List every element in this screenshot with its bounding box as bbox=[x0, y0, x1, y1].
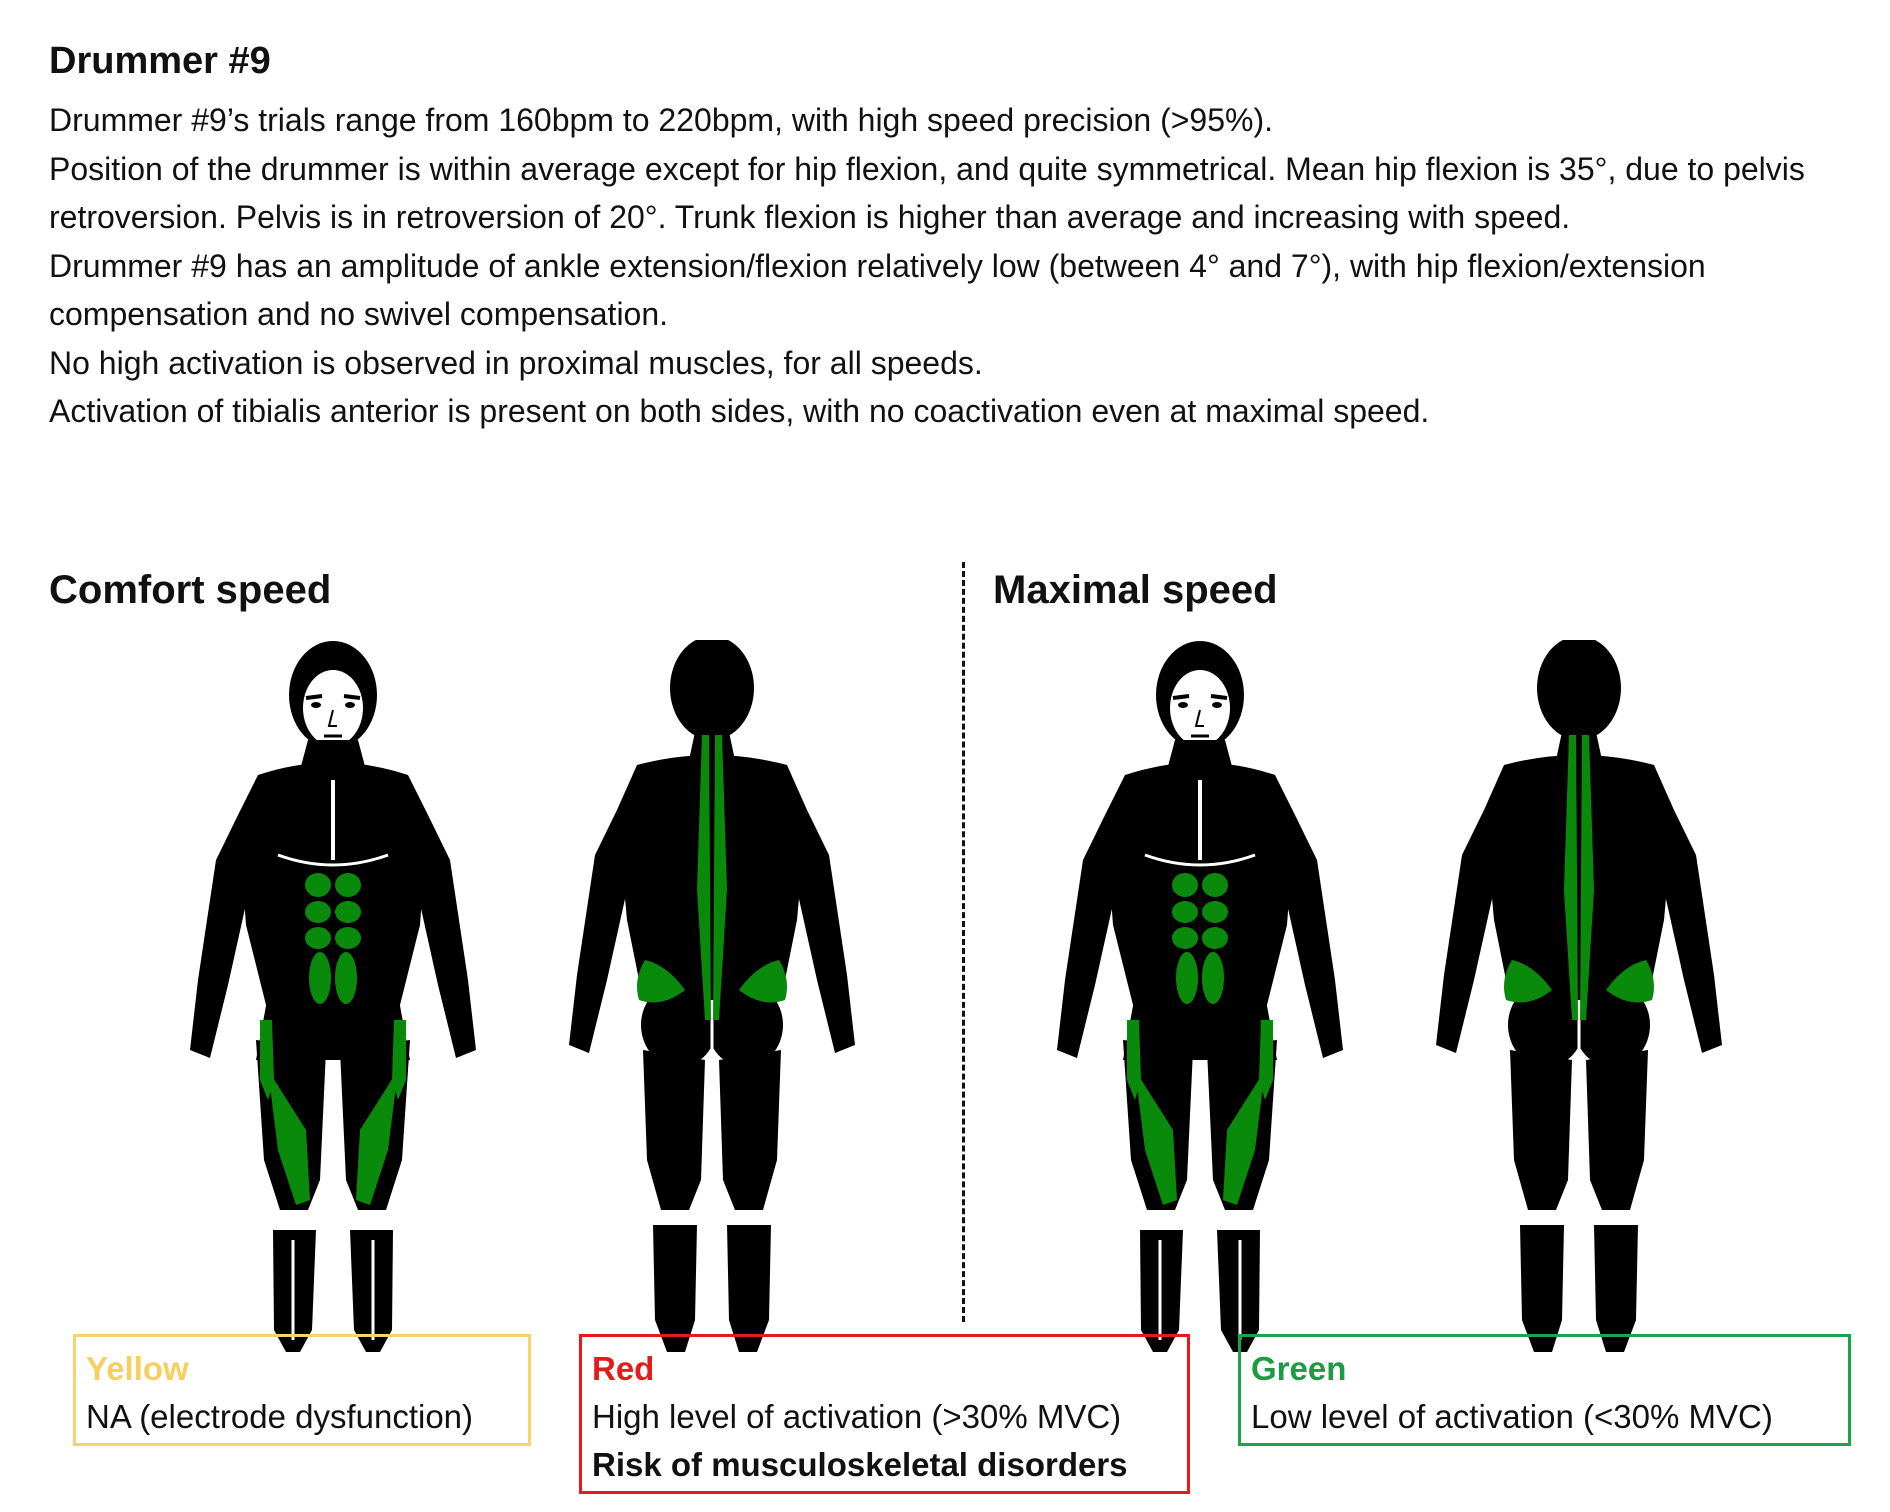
legend-red-text: High level of activation (>30% MVC) bbox=[592, 1398, 1122, 1435]
maximal-back-body-diagram bbox=[1434, 640, 1724, 1354]
desc-line-1: Drummer #9’s trials range from 160bpm to… bbox=[49, 102, 1273, 138]
legend-red: Red High level of activation (>30% MVC) … bbox=[579, 1334, 1190, 1494]
description: Drummer #9’s trials range from 160bpm to… bbox=[49, 96, 1849, 436]
legend-green-label: Green bbox=[1251, 1350, 1347, 1387]
maximal-speed-title: Maximal speed bbox=[993, 568, 1278, 612]
desc-line-5: Activation of tibialis anterior is prese… bbox=[49, 393, 1430, 429]
comfort-back-body-diagram bbox=[567, 640, 857, 1354]
legend-yellow-text: NA (electrode dysfunction) bbox=[86, 1398, 474, 1435]
page-title: Drummer #9 bbox=[49, 40, 271, 82]
maximal-front-body-diagram bbox=[1055, 640, 1345, 1354]
section-divider bbox=[962, 562, 965, 1322]
desc-line-2: Position of the drummer is within averag… bbox=[49, 150, 1805, 236]
legend-yellow-label: Yellow bbox=[86, 1350, 189, 1387]
legend-red-label: Red bbox=[592, 1350, 655, 1387]
legend-yellow: Yellow NA (electrode dysfunction) bbox=[73, 1334, 531, 1446]
legend-green-text: Low level of activation (<30% MVC) bbox=[1251, 1398, 1773, 1435]
desc-line-3: Drummer #9 has an amplitude of ankle ext… bbox=[49, 247, 1706, 333]
legend-red-risk: Risk of musculoskeletal disorders bbox=[592, 1446, 1128, 1483]
desc-line-4: No high activation is observed in proxim… bbox=[49, 344, 983, 381]
comfort-front-body-diagram bbox=[188, 640, 478, 1354]
legend-green: Green Low level of activation (<30% MVC) bbox=[1238, 1334, 1851, 1446]
comfort-speed-title: Comfort speed bbox=[49, 568, 332, 612]
